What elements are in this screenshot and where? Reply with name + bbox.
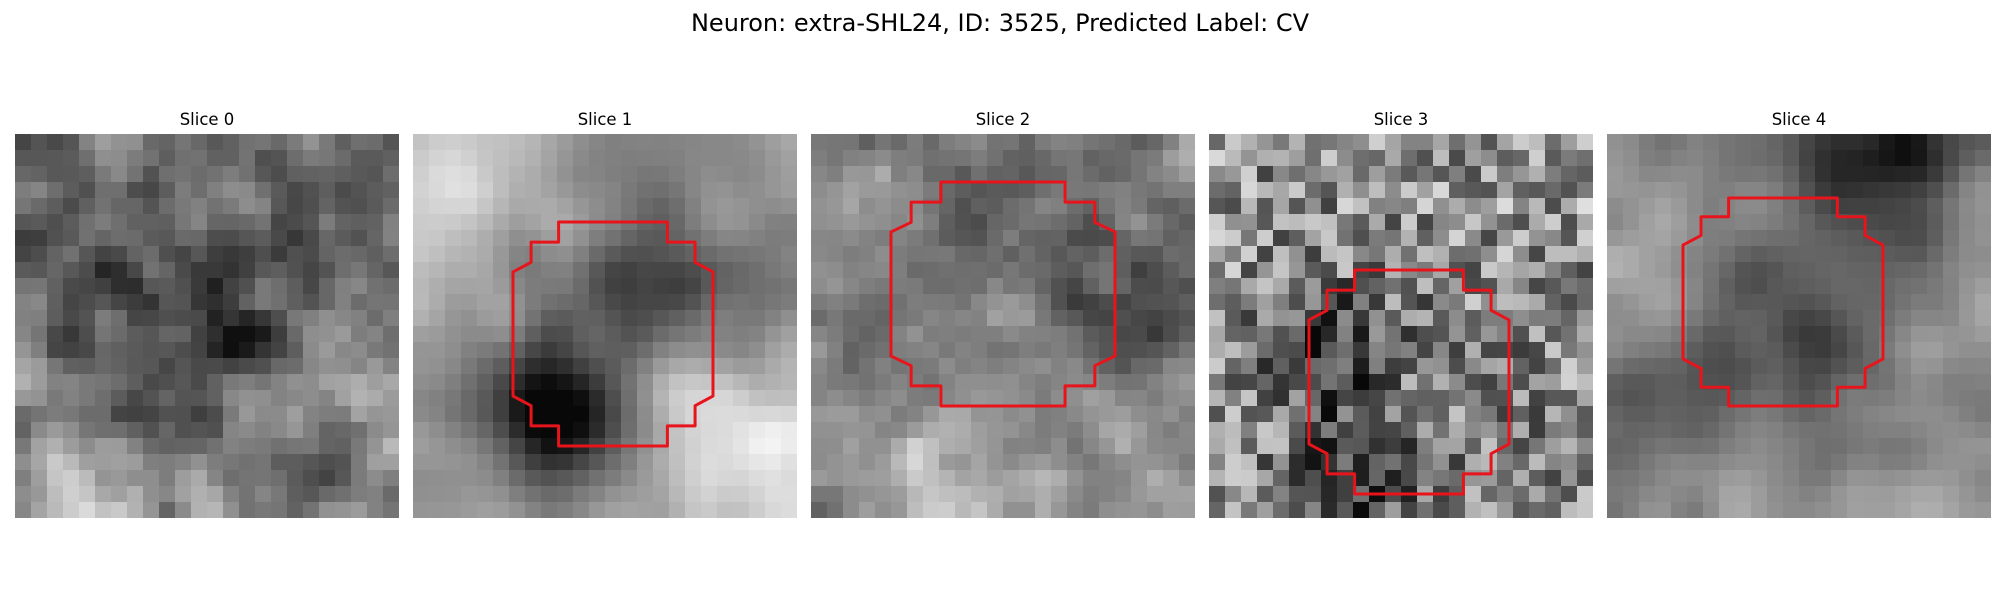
slice-image-0 xyxy=(15,134,399,518)
slice-title-1: Slice 1 xyxy=(577,110,633,129)
grayscale-pixel-grid xyxy=(811,134,1195,518)
slice-title-2: Slice 2 xyxy=(975,110,1031,129)
slice-title-3: Slice 3 xyxy=(1373,110,1429,129)
roi-contour xyxy=(1309,270,1509,494)
slice-image-4 xyxy=(1607,134,1991,518)
slice-panel-2: Slice 2 xyxy=(811,108,1195,518)
grayscale-pixel-grid xyxy=(1607,134,1991,518)
roi-contour xyxy=(513,222,713,446)
slice-panel-0: Slice 0 xyxy=(15,108,399,518)
slice-panel-3: Slice 3 xyxy=(1209,108,1593,518)
slice-image-1 xyxy=(413,134,797,518)
grayscale-pixel-grid xyxy=(1209,134,1593,518)
slice-title-4: Slice 4 xyxy=(1771,110,1827,129)
grayscale-pixel-grid xyxy=(413,134,797,518)
slice-image-2 xyxy=(811,134,1195,518)
slice-title-0: Slice 0 xyxy=(179,110,235,129)
slice-image-3 xyxy=(1209,134,1593,518)
figure-title: Neuron: extra-SHL24, ID: 3525, Predicted… xyxy=(690,9,1310,37)
slice-panel-4: Slice 4 xyxy=(1607,108,1991,518)
roi-contour xyxy=(1683,198,1883,406)
roi-contour xyxy=(891,182,1115,406)
slice-panel-1: Slice 1 xyxy=(413,108,797,518)
grayscale-pixel-grid xyxy=(15,134,399,518)
